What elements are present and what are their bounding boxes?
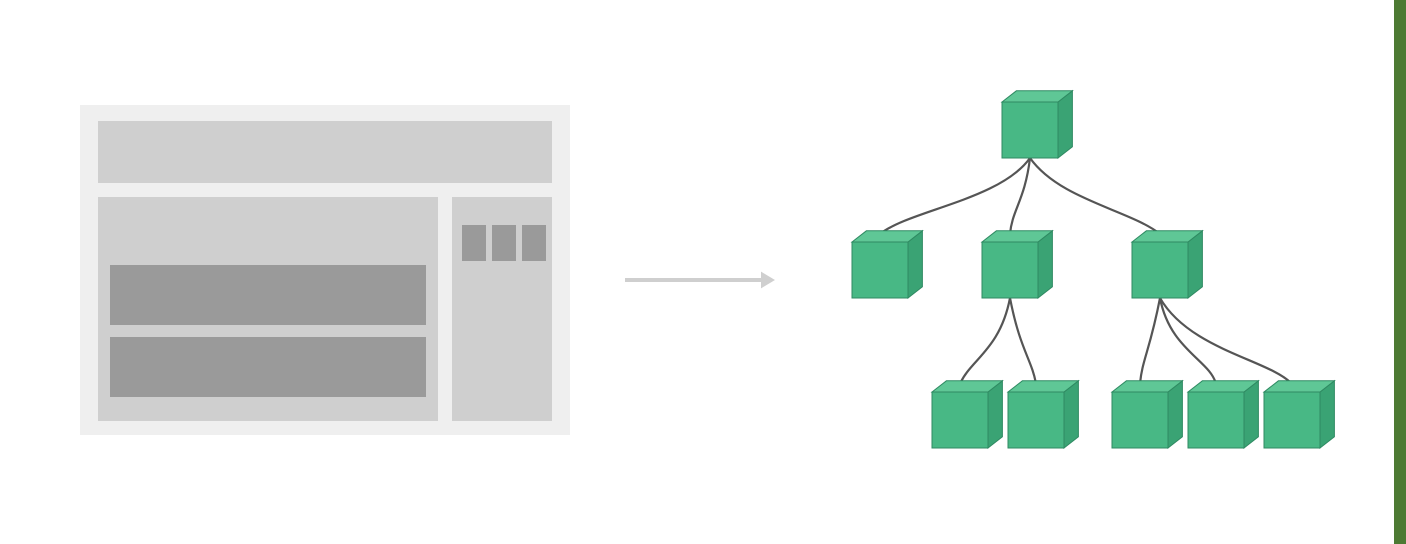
content-row-2 (110, 337, 426, 397)
tree-node-root (1002, 91, 1072, 158)
transform-arrow-icon (609, 264, 791, 296)
content-row-1 (110, 265, 426, 325)
tree-node-l1a (852, 231, 922, 298)
tree-node-l2d (1188, 381, 1258, 448)
tree-node-l1c (1132, 231, 1202, 298)
thumb-3 (522, 225, 546, 261)
thumb-1 (462, 225, 486, 261)
tree-node-l2e (1264, 381, 1334, 448)
tree-edge (880, 158, 1030, 234)
tree-edge (1010, 298, 1036, 384)
tree-edge (1030, 158, 1160, 234)
wireframe-mockup (80, 105, 570, 435)
thumb-2 (492, 225, 516, 261)
tree-node-l2a (932, 381, 1002, 448)
tree-edge (960, 298, 1010, 384)
dom-tree-diagram (800, 60, 1360, 500)
tree-edges (880, 158, 1292, 384)
tree-node-l1b (982, 231, 1052, 298)
tree-node-l2c (1112, 381, 1182, 448)
wireframe-outer (80, 105, 570, 435)
header-bar (98, 121, 552, 183)
tree-edge (1140, 298, 1160, 384)
accent-bar (1394, 0, 1406, 544)
tree-node-l2b (1008, 381, 1078, 448)
